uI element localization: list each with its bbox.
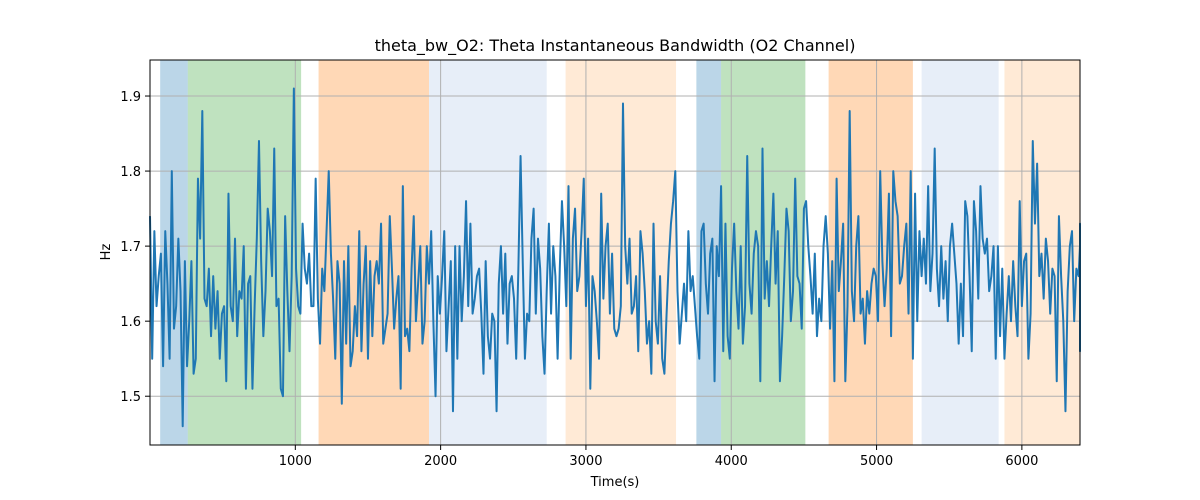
y-tick-label: 1.8 [120, 165, 141, 180]
x-tick-label: 3000 [569, 454, 602, 469]
x-tick-label: 6000 [1005, 454, 1038, 469]
y-tick-label: 1.5 [120, 390, 141, 405]
shaded-region-3 [318, 60, 429, 445]
plot-frame [149, 59, 1081, 446]
y-axis-ticks: 1.5 1.6 1.7 1.8 1.9 [120, 90, 150, 405]
shaded-region-10 [1004, 60, 1080, 445]
x-tick-label: 1000 [279, 454, 312, 469]
x-tick-label: 2000 [424, 454, 457, 469]
series-line [149, 87, 1081, 428]
shaded-region-4 [429, 60, 547, 445]
x-tick-label: 4000 [715, 454, 748, 469]
y-tick-label: 1.6 [120, 315, 141, 330]
y-axis-label: Hz [99, 244, 114, 261]
chart-title: theta_bw_O2: Theta Instantaneous Bandwid… [375, 36, 856, 56]
y-tick-label: 1.9 [120, 90, 141, 105]
x-axis-label: Time(s) [590, 475, 640, 490]
y-tick-label: 1.7 [120, 240, 141, 255]
x-axis-ticks: 1000 2000 3000 4000 5000 6000 [279, 445, 1038, 469]
x-tick-label: 5000 [860, 454, 893, 469]
